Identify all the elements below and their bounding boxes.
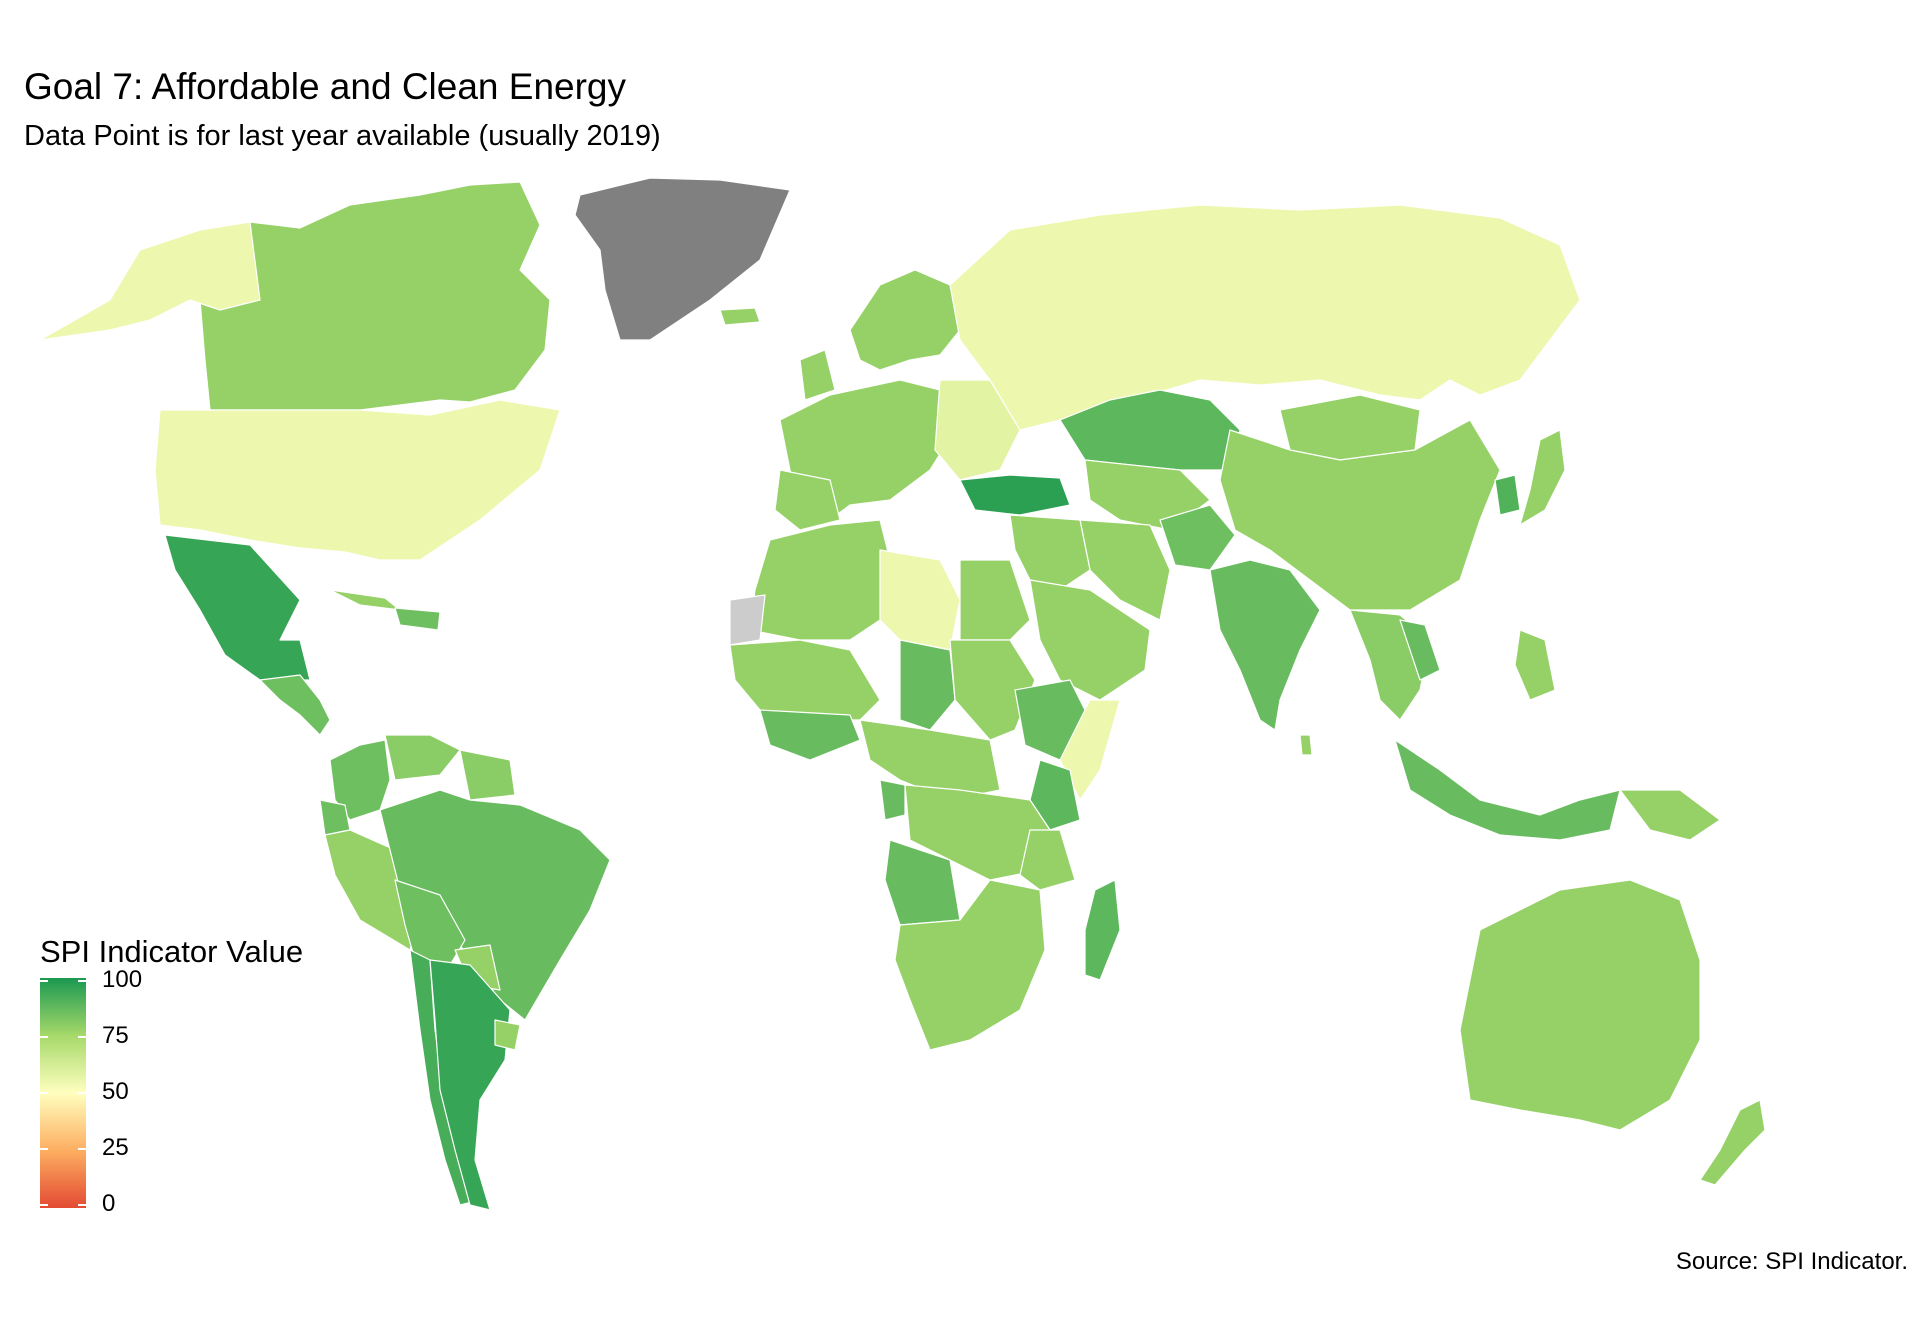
region-sri-lanka	[1299, 734, 1313, 756]
chart-title: Goal 7: Affordable and Clean Energy	[24, 66, 627, 107]
region-mongolia	[1279, 394, 1421, 461]
region-iberia	[774, 469, 841, 531]
region-central-america	[259, 674, 331, 736]
region-somalia	[1059, 699, 1121, 801]
legend-tick-label: 75	[102, 1022, 129, 1049]
region-korea	[1494, 474, 1521, 516]
region-mexico	[164, 534, 311, 681]
legend-tick-mark	[40, 1148, 86, 1150]
region-scandinavia	[849, 269, 961, 371]
region-china	[1219, 419, 1501, 611]
region-gabon	[879, 779, 906, 821]
legend-title: SPI Indicator Value	[40, 934, 304, 969]
legend-tick-mark	[40, 1092, 86, 1094]
region-tanzania	[1019, 829, 1076, 891]
region-coastal-west-africa	[759, 709, 861, 761]
region-western-sahara	[729, 594, 766, 646]
region-iceland	[719, 307, 761, 326]
region-afghanistan	[1159, 504, 1236, 571]
legend-tick-mark	[40, 980, 86, 982]
region-chad	[899, 639, 956, 731]
map-regions	[39, 177, 1766, 1211]
legend-tick-mark	[40, 1204, 86, 1206]
region-arabian-peninsula	[1029, 579, 1151, 701]
region-madagascar	[1084, 879, 1121, 981]
legend-tick-mark	[40, 1036, 86, 1038]
region-japan	[1519, 429, 1566, 526]
region-egypt	[959, 559, 1031, 641]
legend-tick-label: 100	[102, 966, 143, 993]
region-venezuela	[384, 734, 461, 781]
region-india	[1209, 559, 1321, 731]
region-turkey	[959, 474, 1071, 516]
region-united-states	[154, 399, 561, 561]
region-laos	[1399, 619, 1441, 681]
region-greenland	[574, 177, 791, 341]
region-uruguay	[494, 1019, 521, 1051]
region-papua-new-guinea	[1619, 789, 1721, 841]
region-libya	[879, 549, 961, 651]
region-guianas	[459, 749, 516, 801]
region-cuba	[329, 589, 401, 611]
region-west-africa	[729, 639, 881, 721]
region-ecuador	[319, 799, 351, 836]
region-hispaniola	[394, 607, 441, 631]
region-north-africa	[749, 519, 891, 641]
legend-color-bar	[40, 978, 86, 1208]
region-southern-africa	[894, 879, 1046, 1051]
region-alaska	[39, 221, 261, 341]
region-uk	[799, 349, 836, 401]
region-philippines	[1514, 629, 1556, 701]
region-new-zealand	[1699, 1099, 1766, 1186]
source-caption: Source: SPI Indicator.	[1675, 1248, 1908, 1275]
region-australia	[1459, 879, 1701, 1131]
region-middle-east	[1009, 514, 1091, 591]
legend-tick-label: 25	[102, 1134, 129, 1161]
region-indonesia	[1394, 739, 1621, 841]
region-kenya	[1029, 759, 1081, 831]
region-argentina	[429, 959, 511, 1211]
legend-tick-label: 0	[102, 1190, 116, 1217]
chart-subtitle: Data Point is for last year available (u…	[24, 120, 661, 152]
region-russia	[949, 204, 1581, 431]
legend-tick-label: 50	[102, 1078, 129, 1105]
region-sudan	[949, 639, 1036, 741]
